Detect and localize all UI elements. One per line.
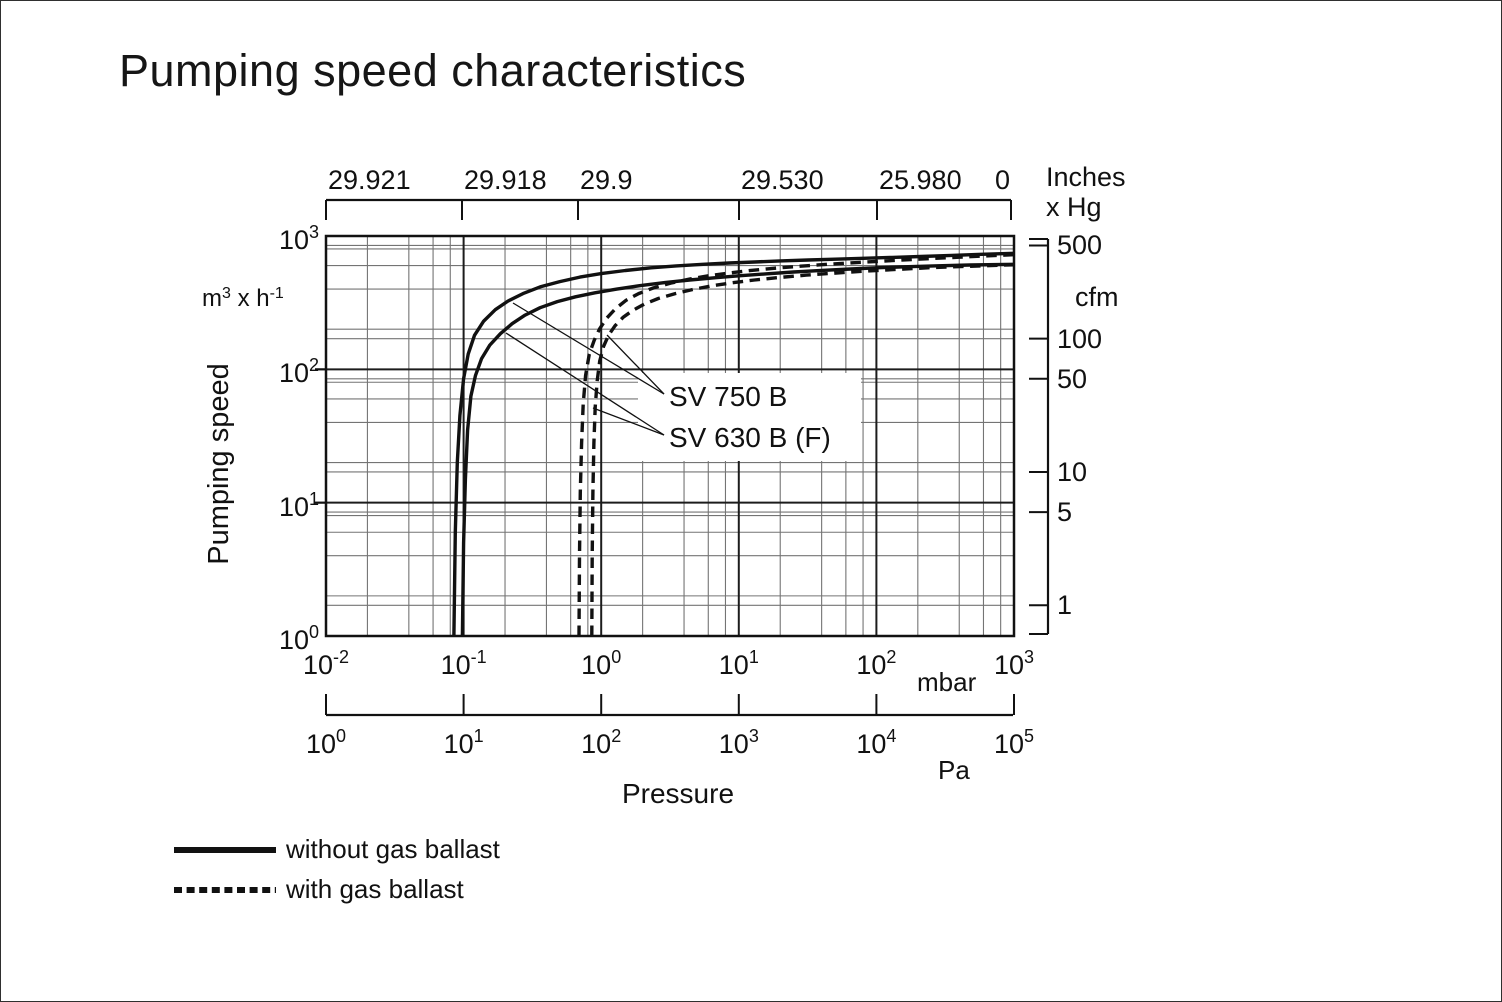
mbar-tick-label: 10-2: [302, 647, 350, 680]
cfm-tick-label: 50: [1057, 363, 1088, 394]
pa-tick-label: 103: [718, 726, 759, 759]
x-axis-title: Pressure: [621, 778, 735, 809]
mbar-axis-unit: mbar: [917, 667, 977, 697]
leader-line: [592, 407, 665, 436]
curve-label-sv750b: SV 750 B: [669, 381, 788, 412]
cfm-tick-label: 1: [1057, 590, 1073, 621]
leader-line: [505, 332, 665, 436]
mbar-tick-label: 10-1: [440, 647, 487, 680]
pa-axis-unit: Pa: [938, 755, 970, 785]
pa-tick-label: 104: [856, 726, 897, 759]
pa-tick-label: 101: [443, 726, 484, 759]
inhg-tick-label: 29.9: [580, 165, 633, 195]
pa-tick-label: 102: [581, 726, 622, 759]
curve-sv-750-b-without-gas-ballast: [452, 251, 1015, 637]
pa-tick-label: 100: [305, 726, 347, 759]
chart-title: Pumping speed characteristics: [119, 45, 747, 96]
curve-sv-630-b-f-without-gas-ballast: [460, 262, 1015, 637]
cfm-tick-label: 100: [1057, 323, 1103, 354]
curve-sv-630-b-f-with-gas-ballast: [590, 263, 1015, 637]
cfm-tick-label: 500: [1057, 230, 1103, 261]
leader-line: [512, 302, 665, 395]
m3h-tick-label: 102: [278, 355, 319, 389]
annotation-background: [638, 373, 861, 461]
m3h-tick-label: 101: [278, 488, 319, 522]
inhg-axis-unit-line1: Inches: [1046, 162, 1126, 192]
plot-frame: [324, 234, 1016, 638]
inhg-tick-label: 29.530: [741, 165, 824, 195]
curve-sv-750-b-with-gas-ballast: [577, 253, 1015, 637]
inhg-tick-label: 0: [995, 165, 1011, 195]
pa-tick-label: 105: [993, 726, 1035, 759]
curve-label-sv630bf: SV 630 B (F): [669, 422, 831, 453]
inhg-tick-label: 25.980: [879, 165, 962, 195]
cfm-tick-label: 5: [1057, 496, 1073, 527]
cfm-axis-unit: cfm: [1075, 282, 1119, 312]
cfm-tick-label: 10: [1057, 456, 1088, 487]
mbar-tick-label: 102: [856, 647, 897, 680]
legend-label-with-gas-ballast: with gas ballast: [286, 874, 464, 904]
y-axis-title: Pumping speed: [202, 363, 235, 565]
y-axis-unit-m3h: m3 x h-1: [202, 285, 284, 312]
legend-label-without-gas-ballast: without gas ballast: [286, 834, 500, 864]
m3h-tick-label: 100: [278, 621, 319, 655]
inhg-axis-unit-line2: x Hg: [1046, 192, 1102, 222]
inhg-tick-label: 29.921: [328, 165, 411, 195]
inhg-tick-label: 29.918: [464, 165, 547, 195]
mbar-tick-label: 100: [581, 647, 622, 680]
mbar-tick-label: 101: [718, 647, 759, 680]
leader-line: [606, 334, 665, 395]
mbar-tick-label: 103: [993, 647, 1035, 680]
m3h-tick-label: 103: [278, 221, 319, 255]
